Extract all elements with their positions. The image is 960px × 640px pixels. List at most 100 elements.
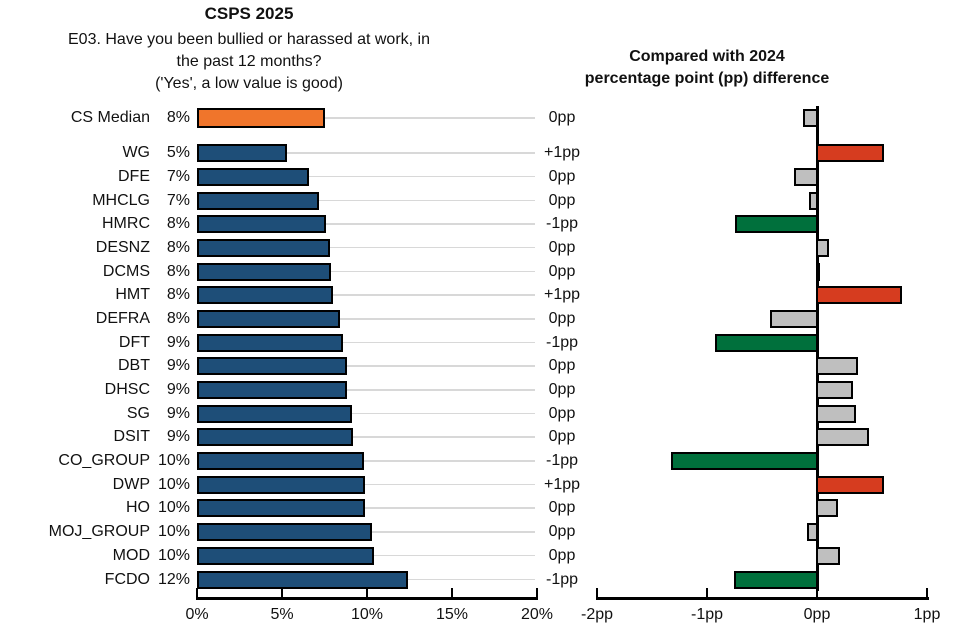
row-diff-label: 0pp (548, 404, 576, 422)
row-gridline (197, 246, 535, 249)
row-diff-label: 0pp (548, 191, 576, 209)
table-row: MOD 10% 0pp (0, 543, 960, 568)
row-gridline (197, 483, 535, 486)
right-bar (793, 167, 819, 186)
table-row: DCMS 8% 0pp (0, 259, 960, 284)
row-value-label: 9% (166, 357, 190, 375)
row-label: DEFRA (95, 309, 150, 327)
axes-row: 0% 5% 10% 15% 20% -2pp -1pp 0pp 1pp (0, 587, 960, 639)
right-bar-cell (597, 164, 931, 189)
right-bar-cell (597, 567, 931, 592)
left-bar (197, 333, 344, 352)
row-value-label: 8% (166, 215, 190, 233)
table-row: DSIT 9% 0pp (0, 425, 960, 450)
row-value-label: 8% (166, 262, 190, 280)
table-row: DEFRA 8% 0pp (0, 307, 960, 331)
left-bar-cell (197, 449, 537, 473)
left-bar (197, 570, 408, 589)
right-bar-cell (597, 188, 931, 213)
row-label: HO (126, 499, 150, 517)
row-value-label: 9% (166, 404, 190, 422)
row-label: HMRC (102, 215, 150, 233)
left-bar-cell (197, 473, 537, 497)
subtitle-line: E03. Have you been bullied or harassed a… (68, 31, 430, 48)
row-diff-label: 0pp (548, 262, 576, 280)
axis-tick-label: 15% (435, 606, 469, 624)
row-diff-label: 0pp (548, 381, 576, 399)
table-row: MOJ_GROUP 10% 0pp (0, 520, 960, 544)
row-gridline (197, 270, 535, 273)
left-bar (197, 404, 352, 423)
table-row: HO 10% 0pp (0, 496, 960, 521)
row-value-label: 9% (166, 428, 190, 446)
row-diff-label: 0pp (548, 309, 576, 327)
spacer-right-cell (597, 130, 931, 142)
right-bar-cell (597, 543, 931, 568)
row-diff-label: 0pp (548, 546, 576, 564)
right-bar (815, 381, 854, 400)
axis-tick (365, 587, 369, 600)
row-label: DFT (118, 333, 150, 351)
left-bar (197, 238, 330, 257)
row-value-label: 12% (157, 570, 190, 588)
right-bar (734, 570, 819, 589)
right-bar (815, 262, 821, 281)
axis-line (596, 597, 929, 600)
table-row: SG 9% 0pp (0, 401, 960, 426)
left-bar-cell (197, 568, 537, 592)
left-bar-cell (197, 106, 537, 130)
left-bar (197, 191, 320, 210)
table-row: DFE 7% 0pp (0, 164, 960, 189)
right-bar (769, 309, 819, 328)
left-bar (197, 475, 366, 494)
axis-tick (280, 587, 284, 600)
left-bar-cell (197, 236, 537, 260)
row-label: SG (126, 404, 150, 422)
row-diff-label: 0pp (548, 428, 576, 446)
right-bar (815, 546, 841, 565)
left-bar-cell (197, 165, 537, 189)
row-gridline (197, 389, 535, 391)
row-gridline (197, 294, 535, 296)
row-diff-label: -1pp (545, 333, 579, 351)
left-bar (197, 546, 374, 565)
row-diff-label: 0pp (548, 167, 576, 185)
left-bar-cell (197, 520, 537, 544)
row-value-label: 10% (157, 475, 190, 493)
row-diff-label: -1pp (545, 452, 579, 470)
right-bar (714, 333, 819, 352)
row-value-label: 10% (157, 523, 190, 541)
table-row: CO_GROUP 10% -1pp (0, 449, 960, 473)
row-gridline (197, 199, 535, 202)
row-value-label: 9% (166, 381, 190, 399)
table-row: DWP 10% +1pp (0, 472, 960, 497)
right-bar (815, 144, 885, 163)
axis-tick (450, 587, 454, 600)
row-label: MHCLG (92, 191, 150, 209)
table-row: MHCLG 7% 0pp (0, 188, 960, 213)
row-value-label: 9% (166, 333, 190, 351)
row-gridline (197, 365, 535, 367)
left-bar (197, 215, 327, 234)
left-bar (197, 499, 366, 518)
row-label: DSIT (113, 428, 150, 446)
row-value-label: 8% (166, 286, 190, 304)
row-label: MOD (112, 546, 150, 564)
right-bar (806, 523, 819, 542)
axis-tick (535, 587, 539, 600)
row-diff-label: 0pp (548, 499, 576, 517)
row-label: DBT (118, 357, 150, 375)
left-bar-cell (197, 378, 537, 402)
table-row: DHSC 9% 0pp (0, 378, 960, 402)
right-bar (815, 357, 858, 376)
axis-tick-label: 10% (350, 606, 384, 624)
right-bar (815, 404, 856, 423)
chart-body: CS Median 8% 0pp WG 5% +1pp DFE 7% 0pp MHCLG 7% 0pp… (0, 106, 960, 639)
row-label: CS Median (70, 109, 150, 126)
right-bar-cell (597, 425, 931, 450)
right-bar-cell (597, 354, 931, 379)
row-diff-label: -1pp (545, 570, 579, 588)
row-value-label: 10% (157, 546, 190, 564)
right-bar (802, 109, 819, 127)
